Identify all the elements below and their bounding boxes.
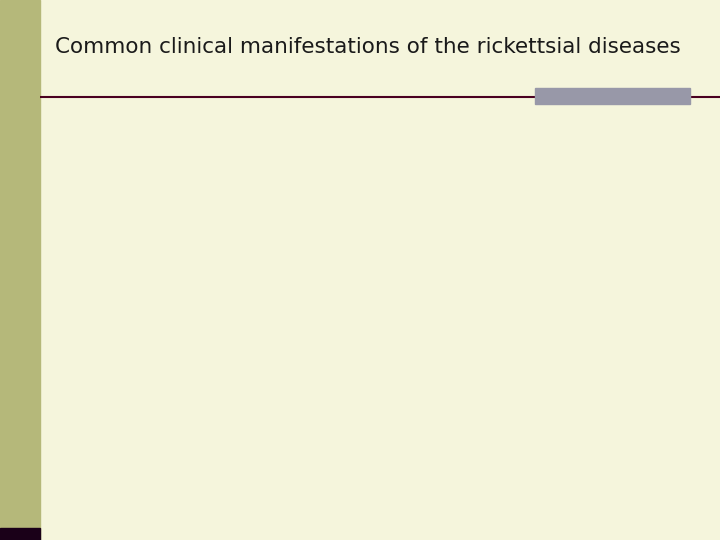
Bar <box>0 0 40 540</box>
Bar <box>535 88 690 104</box>
Text: Common clinical manifestations of the rickettsial diseases: Common clinical manifestations of the ri… <box>55 37 680 57</box>
Bar <box>0 528 40 540</box>
